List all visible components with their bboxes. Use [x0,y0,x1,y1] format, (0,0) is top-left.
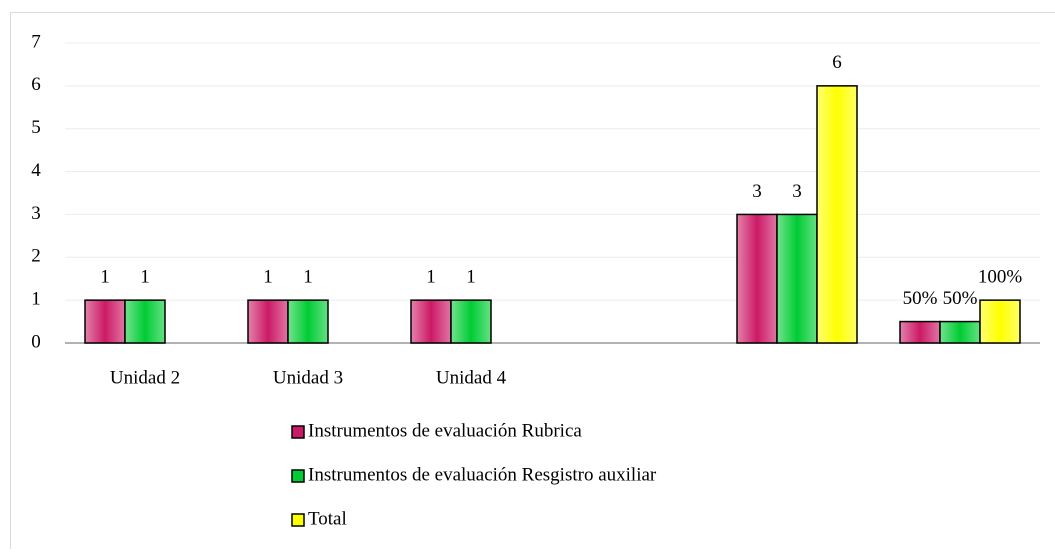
value-label: 1 [426,267,436,288]
y-tick-label: 0 [31,331,41,352]
value-label: 1 [100,267,110,288]
bar [451,300,491,343]
value-label: 1 [466,267,476,288]
bar [900,322,940,343]
value-label: 3 [792,181,802,202]
x-tick-label: Unidad 2 [110,367,180,388]
legend-swatch [292,426,304,438]
value-label: 6 [832,52,842,73]
bar [817,86,857,343]
y-tick-label: 6 [31,74,41,95]
bar [125,300,165,343]
bar [411,300,451,343]
bar [980,300,1020,343]
value-label: 50% [943,288,978,309]
y-tick-label: 1 [31,289,41,310]
value-label: 1 [303,267,313,288]
bar [288,300,328,343]
x-tick-label: Unidad 3 [273,367,343,388]
value-label: 50% [903,288,938,309]
legend-label: Total [308,508,347,529]
bar [777,214,817,343]
value-label: 1 [140,267,150,288]
y-tick-label: 4 [31,160,41,181]
value-label: 3 [752,181,762,202]
y-tick-label: 7 [31,31,41,52]
y-tick-label: 3 [31,203,41,224]
x-tick-label: Unidad 4 [436,367,507,388]
legend-swatch [292,470,304,482]
legend-label: Instrumentos de evaluación Rubrica [308,420,582,441]
value-label: 100% [978,267,1023,288]
y-tick-label: 2 [31,246,41,267]
value-label: 1 [263,267,273,288]
legend-label: Instrumentos de evaluación Resgistro aux… [308,464,657,485]
bar [85,300,125,343]
bar [940,322,980,343]
bar [737,214,777,343]
legend-swatch [292,514,304,526]
y-tick-label: 5 [31,117,41,138]
bar [248,300,288,343]
